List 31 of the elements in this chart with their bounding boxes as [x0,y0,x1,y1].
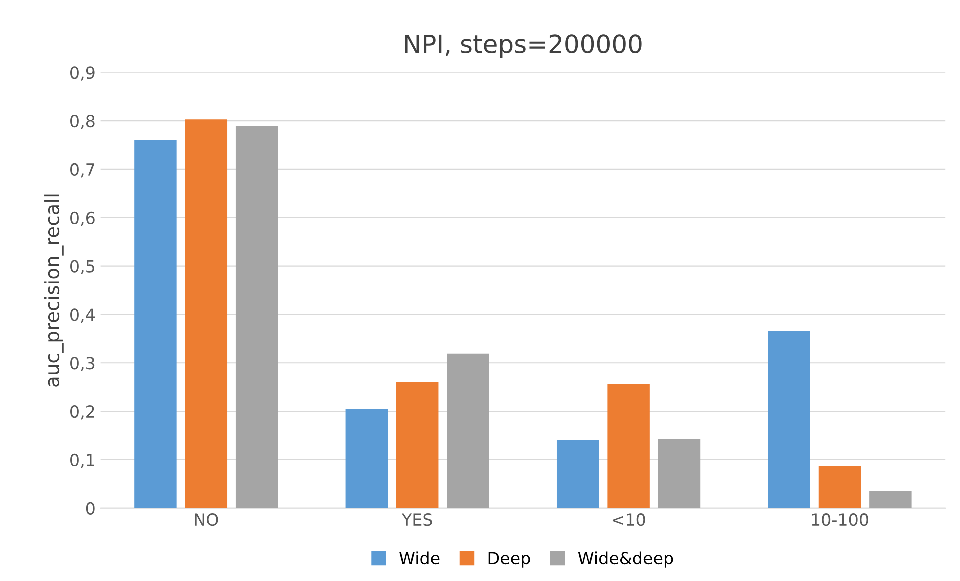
y-tick-label: 0,7 [70,163,95,178]
legend-label: Deep [488,552,530,568]
x-tick-label: NO [195,514,218,526]
x-tick-label: 10-100 [812,514,868,526]
bar [447,354,490,508]
y-tick-label: 0,5 [70,260,94,275]
legend-label: Wide [400,552,440,565]
y-tick-label: 0,4 [70,308,96,323]
bar [236,126,278,508]
y-tick-label: 0,6 [70,212,95,226]
x-tick-label: YES [402,514,432,526]
y-tick-label: 0,8 [70,115,95,130]
y-tick-label: 0,3 [70,357,95,372]
bar [185,120,228,508]
y-tick-label: 0 [86,502,95,515]
y-tick-label: 0,9 [70,66,95,81]
x-tick-label: <10 [612,514,646,526]
chart-title: NPI, steps=200000 [405,34,642,58]
bar [346,409,388,508]
legend-label: Wide&deep [578,552,674,568]
bar [658,439,701,508]
y-axis-title: auc_precision_recall [44,194,64,387]
bar [818,466,862,508]
y-tick-label: 0,2 [70,406,94,420]
bar [768,331,810,508]
bar [556,440,600,508]
bar [870,491,912,508]
bar [396,382,439,508]
bar [608,384,650,508]
bar [134,140,177,508]
y-tick-label: 0,1 [70,454,94,468]
